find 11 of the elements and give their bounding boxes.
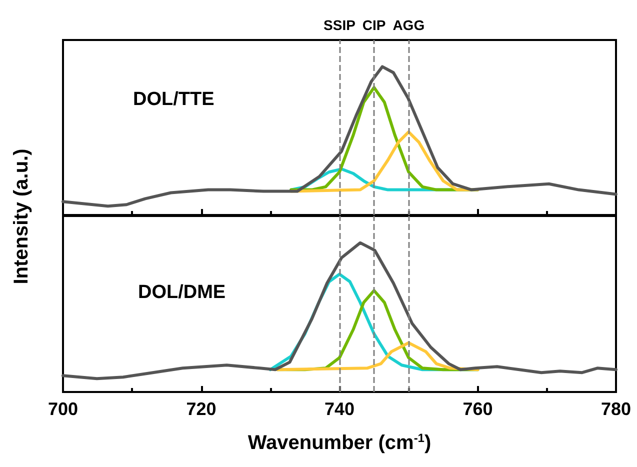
ref-line-label: SSIP <box>324 17 356 33</box>
annotation: DOL/TTE <box>133 89 214 110</box>
annotation: DOL/DME <box>138 282 226 303</box>
ref-line-label: CIP <box>362 17 386 33</box>
ref-line-label: AGG <box>392 17 425 33</box>
x-tick-label: 700 <box>48 399 78 419</box>
x-tick-label: 760 <box>462 399 493 419</box>
x-tick-label: 740 <box>324 399 355 419</box>
x-tick-label: 780 <box>600 399 632 419</box>
y-axis-title: Intensity (a.u.) <box>10 148 34 284</box>
x-tick-label: 720 <box>186 399 216 419</box>
